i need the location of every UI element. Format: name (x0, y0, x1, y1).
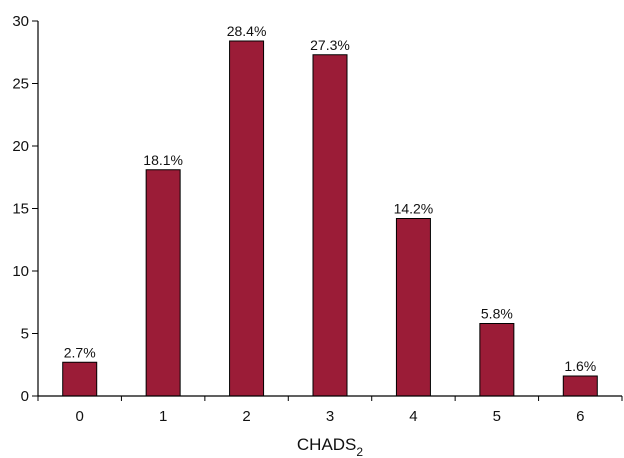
y-tick-label: 0 (21, 388, 29, 405)
y-tick-label: 30 (12, 13, 29, 30)
data-labels: 2.7% 18.1% 28.4% 27.3% 14.2% 5.8% 1.6% (64, 23, 596, 374)
data-label-6: 1.6% (564, 358, 596, 374)
bar-3 (312, 54, 348, 397)
y-tick-label: 20 (12, 138, 29, 155)
bar-2 (229, 40, 265, 397)
y-axis-ticks: 0 5 10 15 20 25 30 (12, 13, 38, 405)
bar-6 (562, 375, 598, 397)
x-tick-label: 3 (326, 408, 334, 425)
x-axis-title-main: CHADS (297, 435, 357, 454)
bar-4 (395, 218, 431, 397)
y-tick-label: 25 (12, 76, 29, 93)
x-tick-label: 6 (576, 408, 584, 425)
x-tick-label: 5 (493, 408, 501, 425)
x-tick-label: 0 (76, 408, 84, 425)
x-axis-title-subscript: 2 (356, 445, 363, 458)
data-label-4: 14.2% (394, 201, 434, 217)
data-label-2: 28.4% (227, 23, 267, 39)
x-tick-label: 4 (409, 408, 417, 425)
y-tick-label: 15 (12, 201, 29, 218)
bar-0 (62, 361, 98, 397)
data-label-1: 18.1% (143, 152, 183, 168)
y-tick-label: 5 (21, 326, 29, 343)
data-label-0: 2.7% (64, 344, 96, 360)
x-tick-label: 1 (159, 408, 167, 425)
bars (62, 40, 598, 397)
data-label-5: 5.8% (481, 306, 513, 322)
bar-1 (145, 169, 181, 397)
data-label-3: 27.3% (310, 37, 350, 53)
x-axis-title: CHADS2 (297, 435, 364, 458)
x-axis-ticks: 0 1 2 3 4 5 6 (37, 396, 623, 425)
y-tick-label: 10 (12, 263, 29, 280)
bar-5 (479, 323, 515, 397)
x-tick-label: 2 (242, 408, 250, 425)
